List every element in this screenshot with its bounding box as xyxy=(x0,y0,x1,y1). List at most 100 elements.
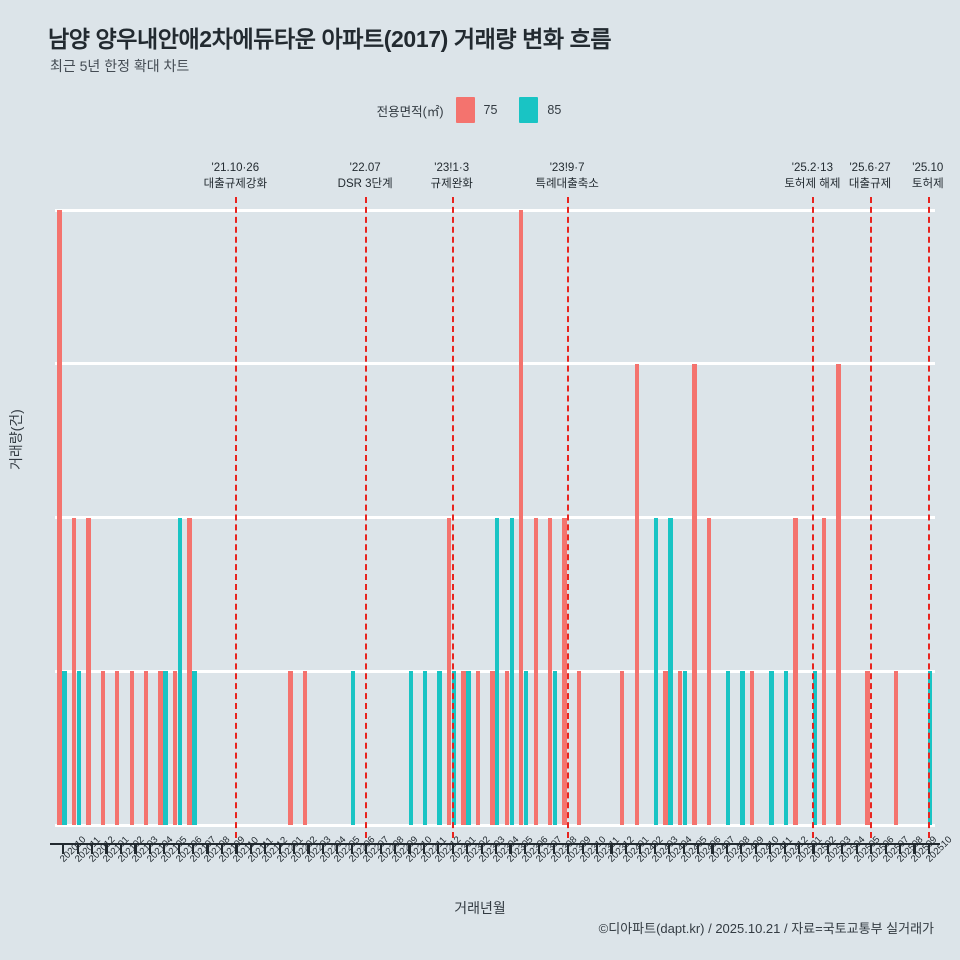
bar-202107-75[interactable] xyxy=(187,517,192,825)
bar-202502-85[interactable] xyxy=(812,671,817,825)
bar-202406-75[interactable] xyxy=(692,363,697,825)
event-text-5: 대출규제 xyxy=(848,177,892,190)
bar-202103-75[interactable] xyxy=(129,671,134,825)
bar-202011-85[interactable] xyxy=(76,671,82,825)
bar-202210-85[interactable] xyxy=(408,671,413,825)
bar-202304-75[interactable] xyxy=(490,671,495,825)
bar-202405-75[interactable] xyxy=(677,671,683,825)
x-tick-202408 xyxy=(725,843,728,854)
legend-item-85[interactable]: 85 xyxy=(519,97,561,123)
event-line-3 xyxy=(567,197,570,838)
x-tick-202212 xyxy=(437,843,440,854)
bar-202010-75[interactable] xyxy=(57,210,62,825)
bar-202402-75[interactable] xyxy=(634,363,639,825)
x-tick-202104 xyxy=(148,843,151,854)
event-date-1: '22.07 xyxy=(349,162,381,174)
bar-202203-75[interactable] xyxy=(302,671,307,825)
bar-202105-75[interactable] xyxy=(158,671,163,825)
x-tick-202312 xyxy=(610,843,613,854)
bar-202301-75[interactable] xyxy=(446,517,452,825)
bar-202212-85[interactable] xyxy=(437,671,442,825)
bar-202306-85[interactable] xyxy=(524,671,529,825)
bar-202010-85[interactable] xyxy=(62,671,67,825)
bar-202410-75[interactable] xyxy=(749,671,755,825)
legend-swatch-85 xyxy=(519,97,539,123)
x-tick-202207 xyxy=(365,843,368,854)
x-tick-202404 xyxy=(668,843,671,854)
bar-202404-85[interactable] xyxy=(668,517,673,825)
x-tick-202209 xyxy=(394,843,397,854)
bar-202106-85[interactable] xyxy=(177,517,183,825)
legend-swatch-75 xyxy=(455,97,475,123)
bar-202211-85[interactable] xyxy=(423,671,428,825)
x-tick-202409 xyxy=(740,843,743,854)
y-axis-label: 거래량(건) xyxy=(8,409,24,470)
bar-202403-85[interactable] xyxy=(653,517,659,825)
bar-202107-85[interactable] xyxy=(192,671,197,825)
bar-202508-75[interactable] xyxy=(894,671,899,825)
gridline-3 xyxy=(55,362,935,366)
bar-202305-85[interactable] xyxy=(509,517,514,825)
x-tick-202103 xyxy=(134,843,137,854)
x-tick-202208 xyxy=(379,843,382,854)
bar-202105-85[interactable] xyxy=(163,671,168,825)
chart-legend: 전용면적(㎡) 75 85 xyxy=(0,97,960,123)
gridline-0 xyxy=(55,823,935,827)
x-tick-202411 xyxy=(769,843,772,854)
event-line-0 xyxy=(235,197,238,838)
gridline-2 xyxy=(55,516,935,519)
bar-202405-85[interactable] xyxy=(682,671,688,825)
bar-202401-75[interactable] xyxy=(620,671,625,825)
bar-202411-85[interactable] xyxy=(769,671,774,825)
bar-202504-75[interactable] xyxy=(836,363,841,825)
x-tick-202305 xyxy=(509,843,512,854)
bar-202404-75[interactable] xyxy=(663,671,668,825)
bar-202303-75[interactable] xyxy=(475,671,481,825)
bar-202510-85[interactable] xyxy=(927,671,933,825)
bar-202409-85[interactable] xyxy=(740,671,745,825)
bar-202102-75[interactable] xyxy=(115,671,120,825)
bar-202307-75[interactable] xyxy=(533,517,538,825)
bar-202302-75[interactable] xyxy=(461,671,466,825)
bar-202101-75[interactable] xyxy=(100,671,106,825)
x-tick-202111 xyxy=(249,843,252,854)
bar-202305-75[interactable] xyxy=(504,671,509,825)
x-tick-202112 xyxy=(264,843,267,854)
bar-202012-75[interactable] xyxy=(86,517,91,825)
event-annotation-3: '23!9·7 특례대출축소 xyxy=(535,161,598,192)
x-tick-202108 xyxy=(206,843,209,854)
event-text-4: 토허제 해제 xyxy=(784,177,841,190)
bar-202304-85[interactable] xyxy=(495,517,500,825)
bar-202501-75[interactable] xyxy=(793,517,798,825)
x-tick-202010 xyxy=(62,843,65,854)
bar-202506-75[interactable] xyxy=(865,671,870,825)
bar-202104-75[interactable] xyxy=(144,671,149,825)
page-title: 남양 양우내안애2차에듀타운 아파트(2017) 거래량 변화 흐름 xyxy=(48,26,612,52)
bar-202308-75[interactable] xyxy=(547,517,553,825)
x-tick-202510 xyxy=(927,843,930,854)
x-tick-202302 xyxy=(466,843,469,854)
x-tick-202410 xyxy=(754,843,757,854)
bar-202310-75[interactable] xyxy=(576,671,582,825)
bar-202301-85[interactable] xyxy=(451,671,457,825)
bar-202408-85[interactable] xyxy=(725,671,731,825)
x-tick-202506 xyxy=(870,843,873,854)
event-date-0: '21.10·26 xyxy=(211,162,260,174)
bar-202202-75[interactable] xyxy=(288,671,293,825)
bar-202412-85[interactable] xyxy=(783,671,788,825)
x-tick-202406 xyxy=(696,843,700,854)
bar-202302-85[interactable] xyxy=(466,671,471,825)
event-line-2 xyxy=(451,197,454,838)
x-tick-202204 xyxy=(321,843,325,854)
legend-item-75[interactable]: 75 xyxy=(455,97,497,123)
x-tick-202503 xyxy=(826,843,829,854)
bar-202011-75[interactable] xyxy=(71,517,77,825)
bar-202106-75[interactable] xyxy=(172,671,178,825)
bar-202407-75[interactable] xyxy=(706,517,711,825)
bar-202308-85[interactable] xyxy=(552,671,558,825)
bar-202306-75[interactable] xyxy=(519,210,524,825)
x-tick-202210 xyxy=(408,843,411,854)
bar-202206-85[interactable] xyxy=(350,671,356,825)
bar-202503-75[interactable] xyxy=(822,517,827,825)
bar-202309-75[interactable] xyxy=(562,517,567,825)
